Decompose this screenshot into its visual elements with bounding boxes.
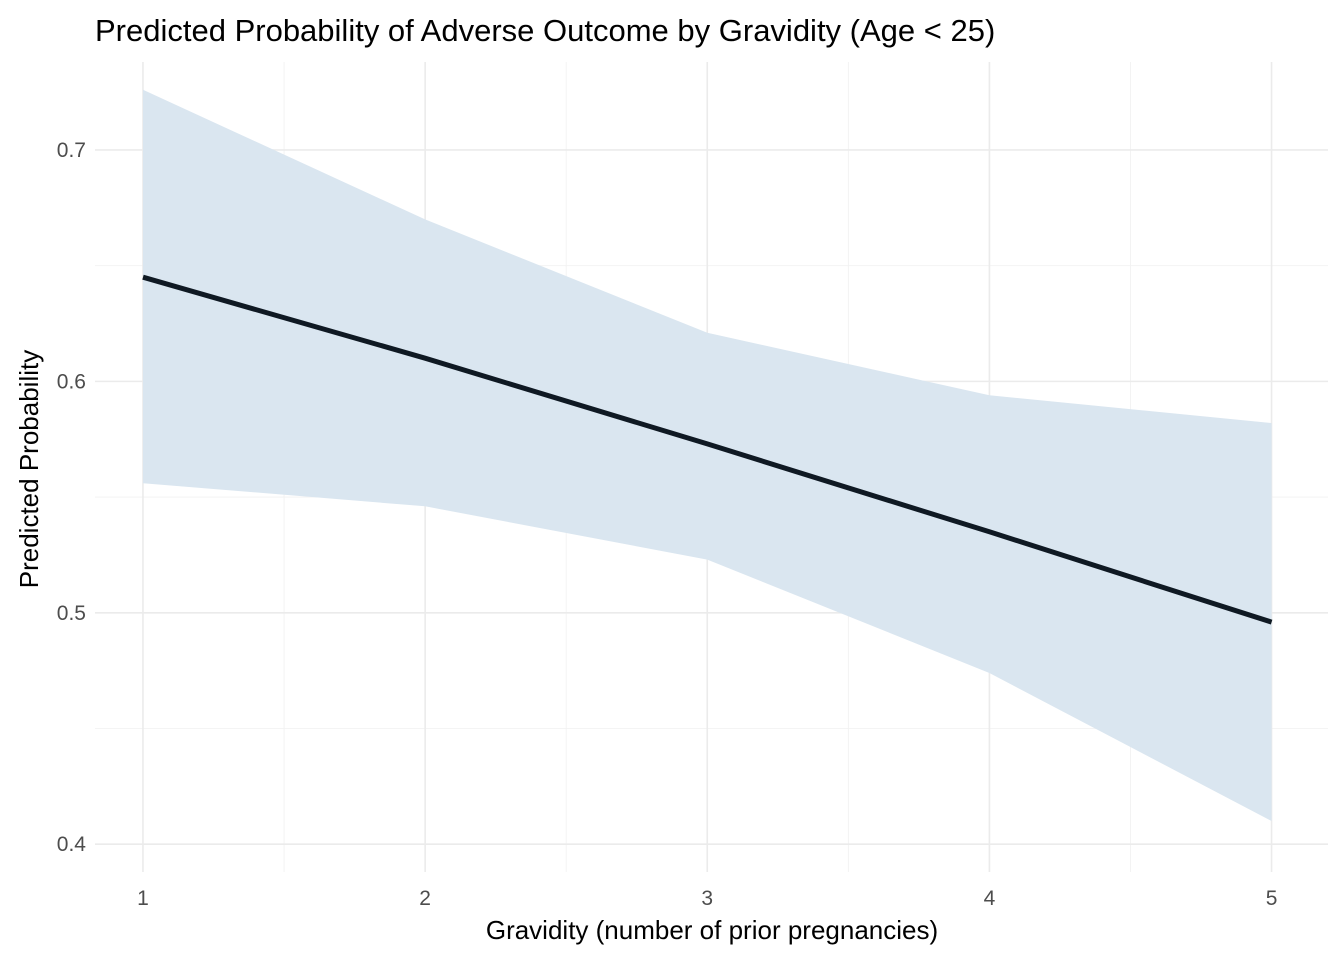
x-tick-label: 3 [701, 887, 713, 910]
chart-title: Predicted Probability of Adverse Outcome… [95, 13, 995, 48]
x-axis-title: Gravidity (number of prior pregnancies) [486, 915, 938, 945]
y-axis-ticks: 0.4 0.5 0.6 0.7 [57, 139, 87, 856]
y-tick-label: 0.6 [57, 370, 86, 393]
x-axis-ticks: 1 2 3 4 5 [137, 887, 1277, 910]
x-tick-label: 4 [984, 887, 996, 910]
y-axis-title: Predicted Probability [14, 350, 44, 588]
prediction-line [142, 274, 1273, 625]
x-tick-label: 1 [137, 887, 149, 910]
y-tick-label: 0.4 [57, 833, 87, 856]
y-tick-label: 0.7 [57, 139, 86, 162]
x-tick-label: 5 [1266, 887, 1278, 910]
x-tick-label: 2 [419, 887, 431, 910]
confidence-band [143, 89, 1272, 822]
y-tick-label: 0.5 [57, 602, 86, 625]
